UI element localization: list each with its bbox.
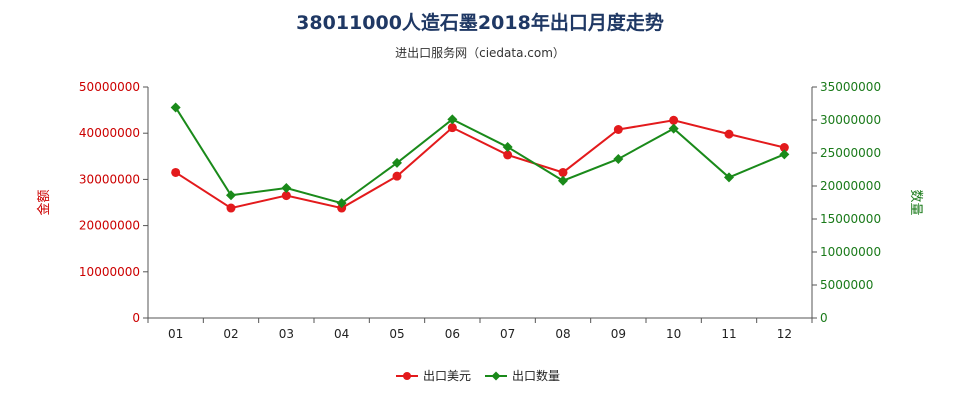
data-point-export-quantity bbox=[724, 172, 734, 183]
left-tick-label: 0 bbox=[132, 311, 140, 325]
legend: 出口美元 出口数量 bbox=[396, 368, 560, 383]
data-point-export-quantity bbox=[502, 142, 513, 153]
data-point-export-quantity bbox=[170, 102, 181, 113]
left-tick-label: 50000000 bbox=[79, 80, 140, 94]
left-tick-label: 20000000 bbox=[79, 219, 140, 233]
right-axis-ticks: 0 5000000 10000000 15000000 20000000 25000000… bbox=[812, 80, 881, 325]
x-tick-label: 02 bbox=[223, 327, 238, 341]
data-point-export-usd bbox=[171, 167, 181, 177]
series-group bbox=[170, 102, 790, 213]
series-line-export-usd bbox=[175, 119, 785, 210]
x-tick-label: 07 bbox=[500, 327, 515, 341]
data-point-export-usd bbox=[226, 203, 236, 213]
x-tick-label: 11 bbox=[721, 327, 736, 341]
x-tick-label: 03 bbox=[279, 327, 294, 341]
right-tick-label: 30000000 bbox=[820, 113, 881, 127]
data-point-export-usd bbox=[392, 171, 402, 181]
x-tick-label: 10 bbox=[666, 327, 681, 341]
data-point-export-quantity bbox=[558, 175, 568, 186]
legend-item-export-quantity[interactable]: 出口数量 bbox=[485, 368, 560, 383]
y-axis-left-label: 金额 bbox=[36, 189, 52, 215]
data-point-export-quantity bbox=[447, 114, 458, 125]
series-line-export-quantity bbox=[174, 106, 785, 205]
data-point-export-quantity bbox=[336, 198, 347, 209]
data-point-export-usd bbox=[669, 115, 679, 125]
legend-label-export-quantity: 出口数量 bbox=[512, 368, 560, 383]
left-axis-ticks: 0 10000000 20000000 30000000 40000000 5000000… bbox=[79, 80, 148, 325]
legend-label-export-usd: 出口美元 bbox=[423, 369, 471, 383]
data-point-export-usd bbox=[779, 143, 789, 153]
right-tick-label: 0 bbox=[820, 311, 828, 325]
right-tick-label: 35000000 bbox=[820, 80, 881, 94]
chart-title: 38011000人造石墨2018年出口月度走势 bbox=[296, 12, 664, 34]
legend-marker-export-quantity bbox=[491, 371, 501, 381]
right-tick-label: 10000000 bbox=[820, 245, 881, 259]
data-point-export-quantity bbox=[668, 123, 679, 134]
right-tick-label: 20000000 bbox=[820, 179, 881, 193]
left-tick-label: 40000000 bbox=[79, 126, 140, 140]
x-axis-ticks: 01 02 03 04 05 06 07 08 09 10 11 12 bbox=[147, 318, 813, 341]
x-tick-label: 06 bbox=[445, 327, 460, 341]
data-point-export-usd bbox=[447, 123, 457, 133]
x-tick-label: 01 bbox=[168, 327, 183, 341]
left-tick-label: 10000000 bbox=[79, 265, 140, 279]
data-point-export-quantity bbox=[226, 190, 236, 201]
data-point-export-usd bbox=[281, 191, 291, 201]
axes bbox=[147, 87, 813, 319]
data-point-export-quantity bbox=[392, 157, 402, 168]
legend-marker-export-usd bbox=[403, 372, 411, 380]
x-tick-label: 05 bbox=[389, 327, 404, 341]
chart-subtitle: 进出口服务网（ciedata.com） bbox=[395, 46, 565, 60]
x-tick-label: 09 bbox=[611, 327, 626, 341]
y-axis-right-label: 数量 bbox=[908, 189, 923, 215]
data-point-export-quantity bbox=[779, 149, 790, 160]
data-point-export-usd bbox=[503, 150, 513, 160]
right-tick-label: 25000000 bbox=[820, 146, 881, 160]
data-point-export-quantity bbox=[281, 182, 292, 193]
data-point-export-usd bbox=[613, 125, 623, 135]
x-tick-label: 08 bbox=[555, 327, 570, 341]
right-tick-label: 5000000 bbox=[820, 278, 873, 292]
left-tick-label: 30000000 bbox=[79, 172, 140, 186]
legend-item-export-usd[interactable]: 出口美元 bbox=[396, 369, 471, 383]
right-tick-label: 15000000 bbox=[820, 212, 881, 226]
data-point-export-usd bbox=[724, 129, 734, 139]
data-point-export-usd bbox=[558, 167, 568, 177]
data-point-export-quantity bbox=[613, 153, 624, 164]
x-tick-label: 12 bbox=[777, 327, 792, 341]
x-tick-label: 04 bbox=[334, 327, 349, 341]
